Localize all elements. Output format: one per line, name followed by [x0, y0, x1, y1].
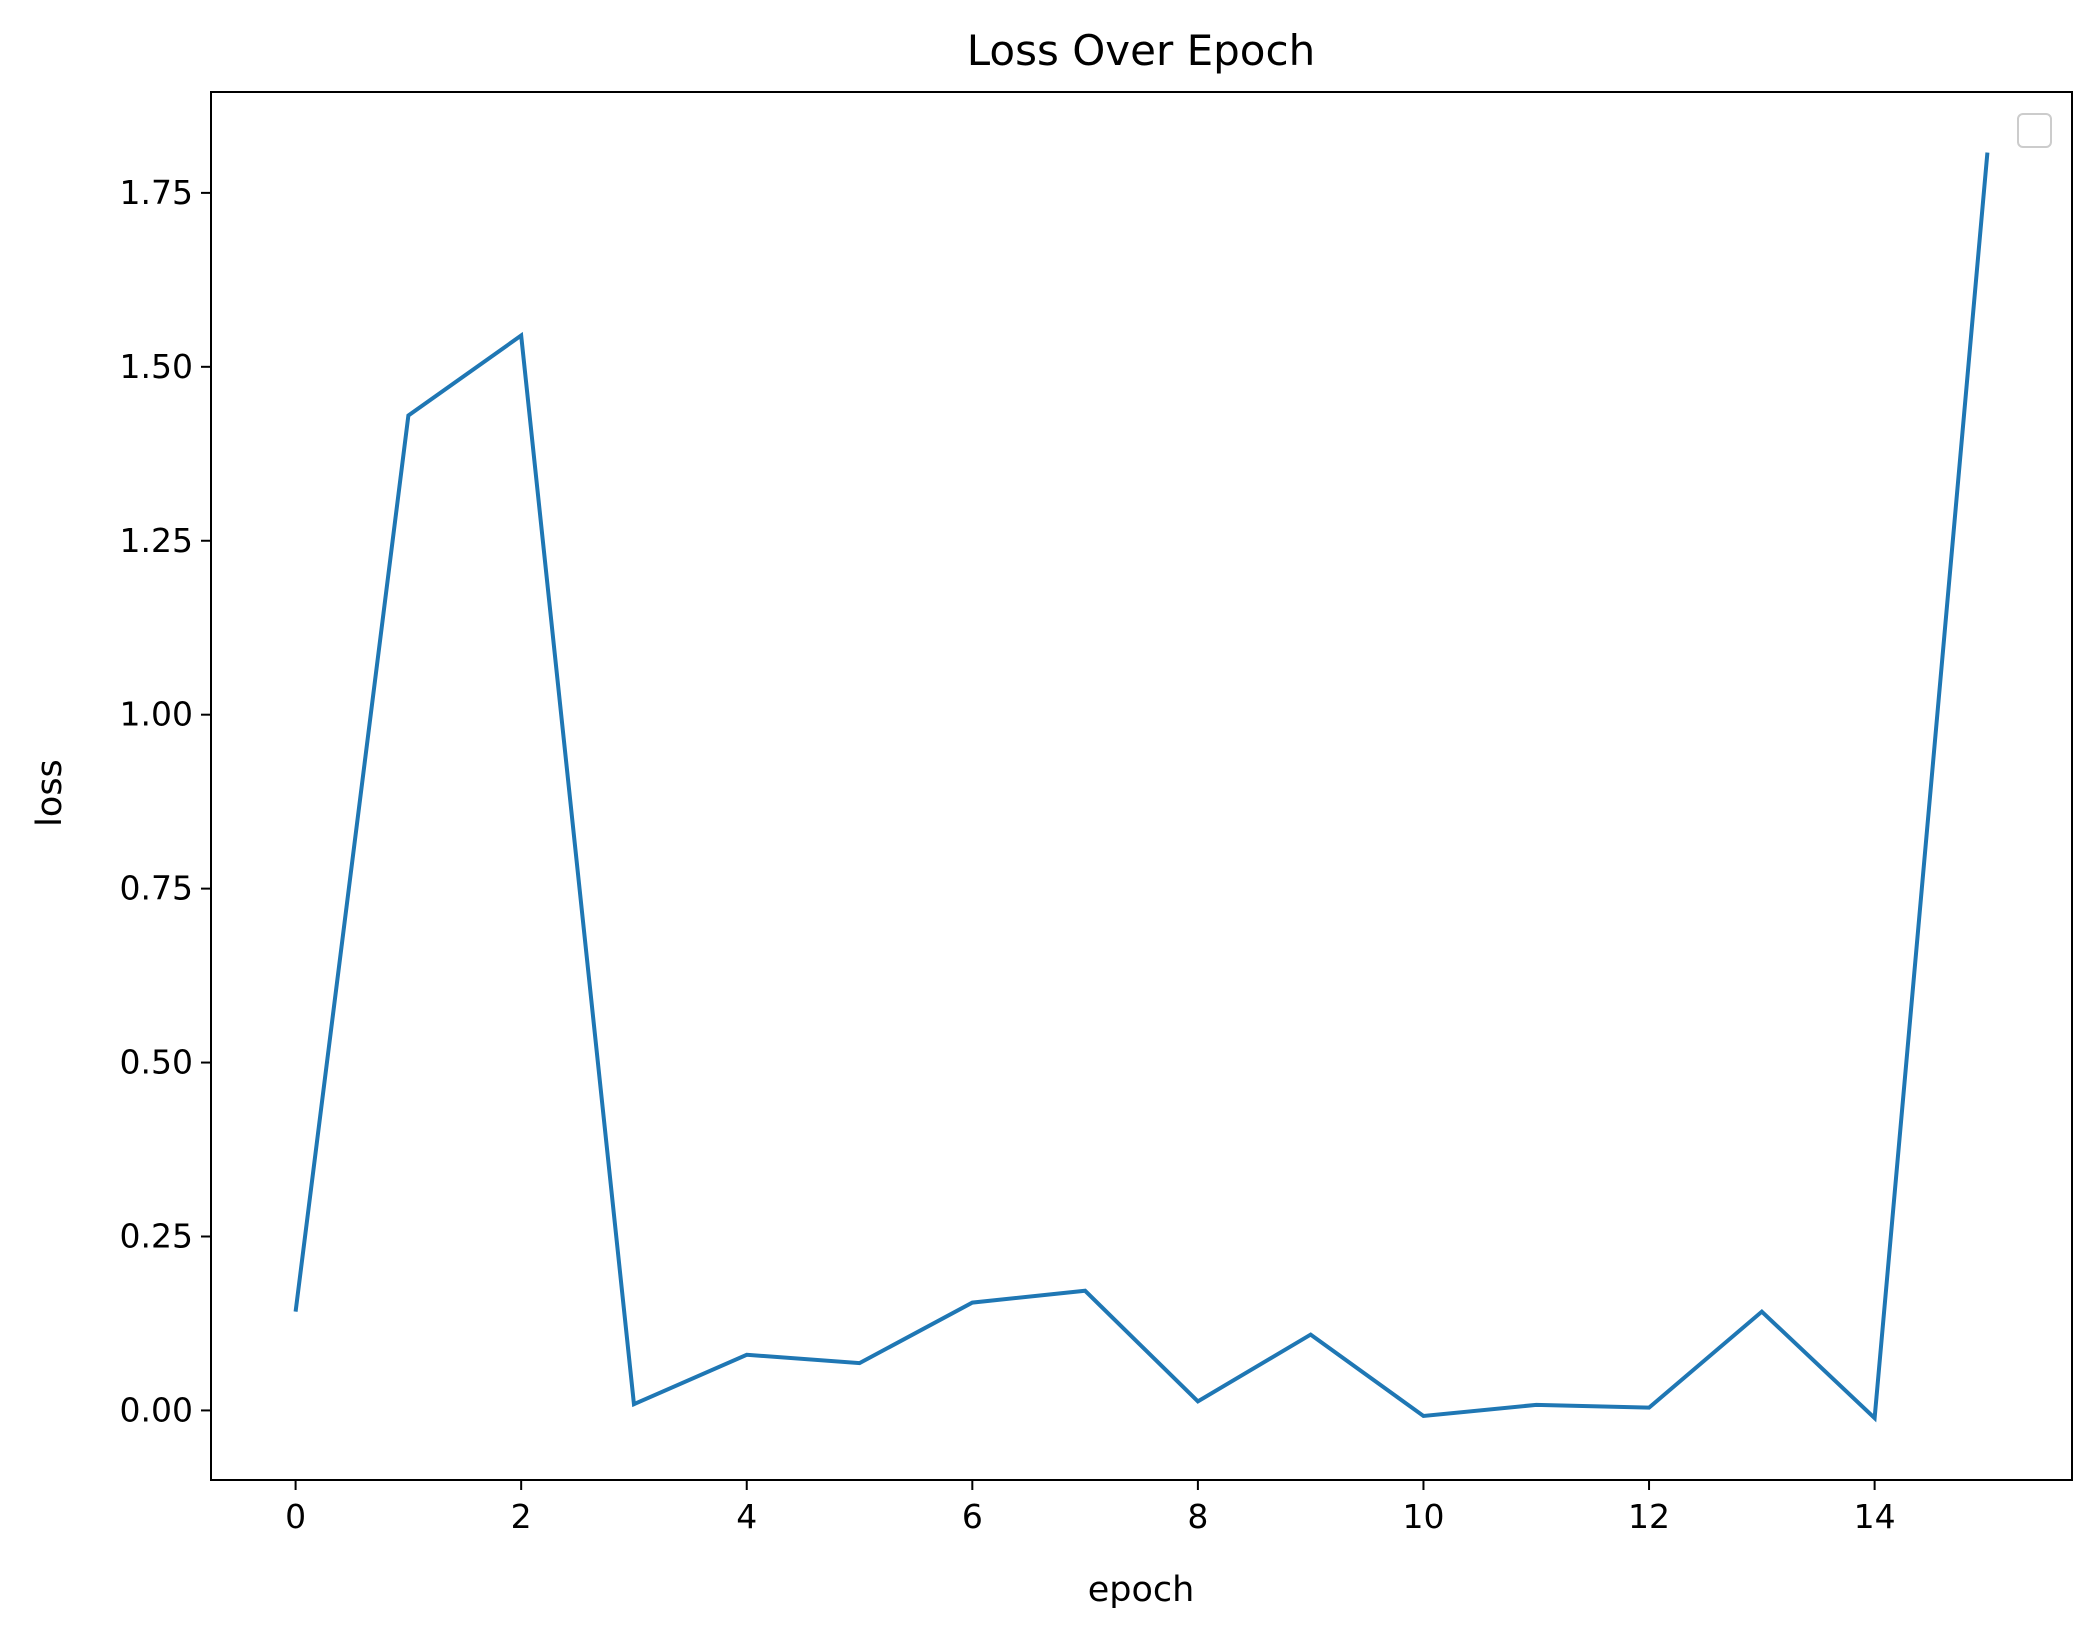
x-tick-label: 2: [511, 1497, 532, 1536]
legend-box: [2017, 113, 2052, 148]
y-tick-label: 1.75: [120, 173, 193, 212]
plot-frame: [210, 91, 2073, 1481]
y-tick-label: 1.25: [120, 521, 193, 560]
y-axis-ticks: 0.00 0.25 0.50 0.75 1.00 1.25 1.50 1.75: [120, 173, 211, 1429]
y-tick-label: 1.00: [120, 695, 193, 734]
plot-group: [210, 91, 2073, 1481]
x-tick-label: 10: [1402, 1497, 1444, 1536]
series-line: [293, 152, 1990, 1423]
x-axis-label: epoch: [1088, 1570, 1195, 1610]
x-tick-label: 4: [736, 1497, 757, 1536]
x-tick-label: 0: [285, 1497, 306, 1536]
y-tick-label: 0.75: [120, 869, 193, 908]
x-axis-ticks: 0 2 4 6 8 10 12 14: [285, 1480, 1896, 1536]
x-tick-label: 6: [962, 1497, 983, 1536]
y-tick-label: 0.25: [120, 1216, 193, 1255]
y-tick-label: 1.50: [120, 347, 193, 386]
x-tick-label: 12: [1628, 1497, 1670, 1536]
x-tick-label: 8: [1187, 1497, 1208, 1536]
x-tick-label: 14: [1854, 1497, 1896, 1536]
y-axis-label: loss: [30, 759, 70, 827]
y-tick-label: 0.50: [120, 1043, 193, 1082]
y-tick-label: 0.00: [120, 1390, 193, 1429]
chart-title: Loss Over Epoch: [967, 26, 1315, 75]
